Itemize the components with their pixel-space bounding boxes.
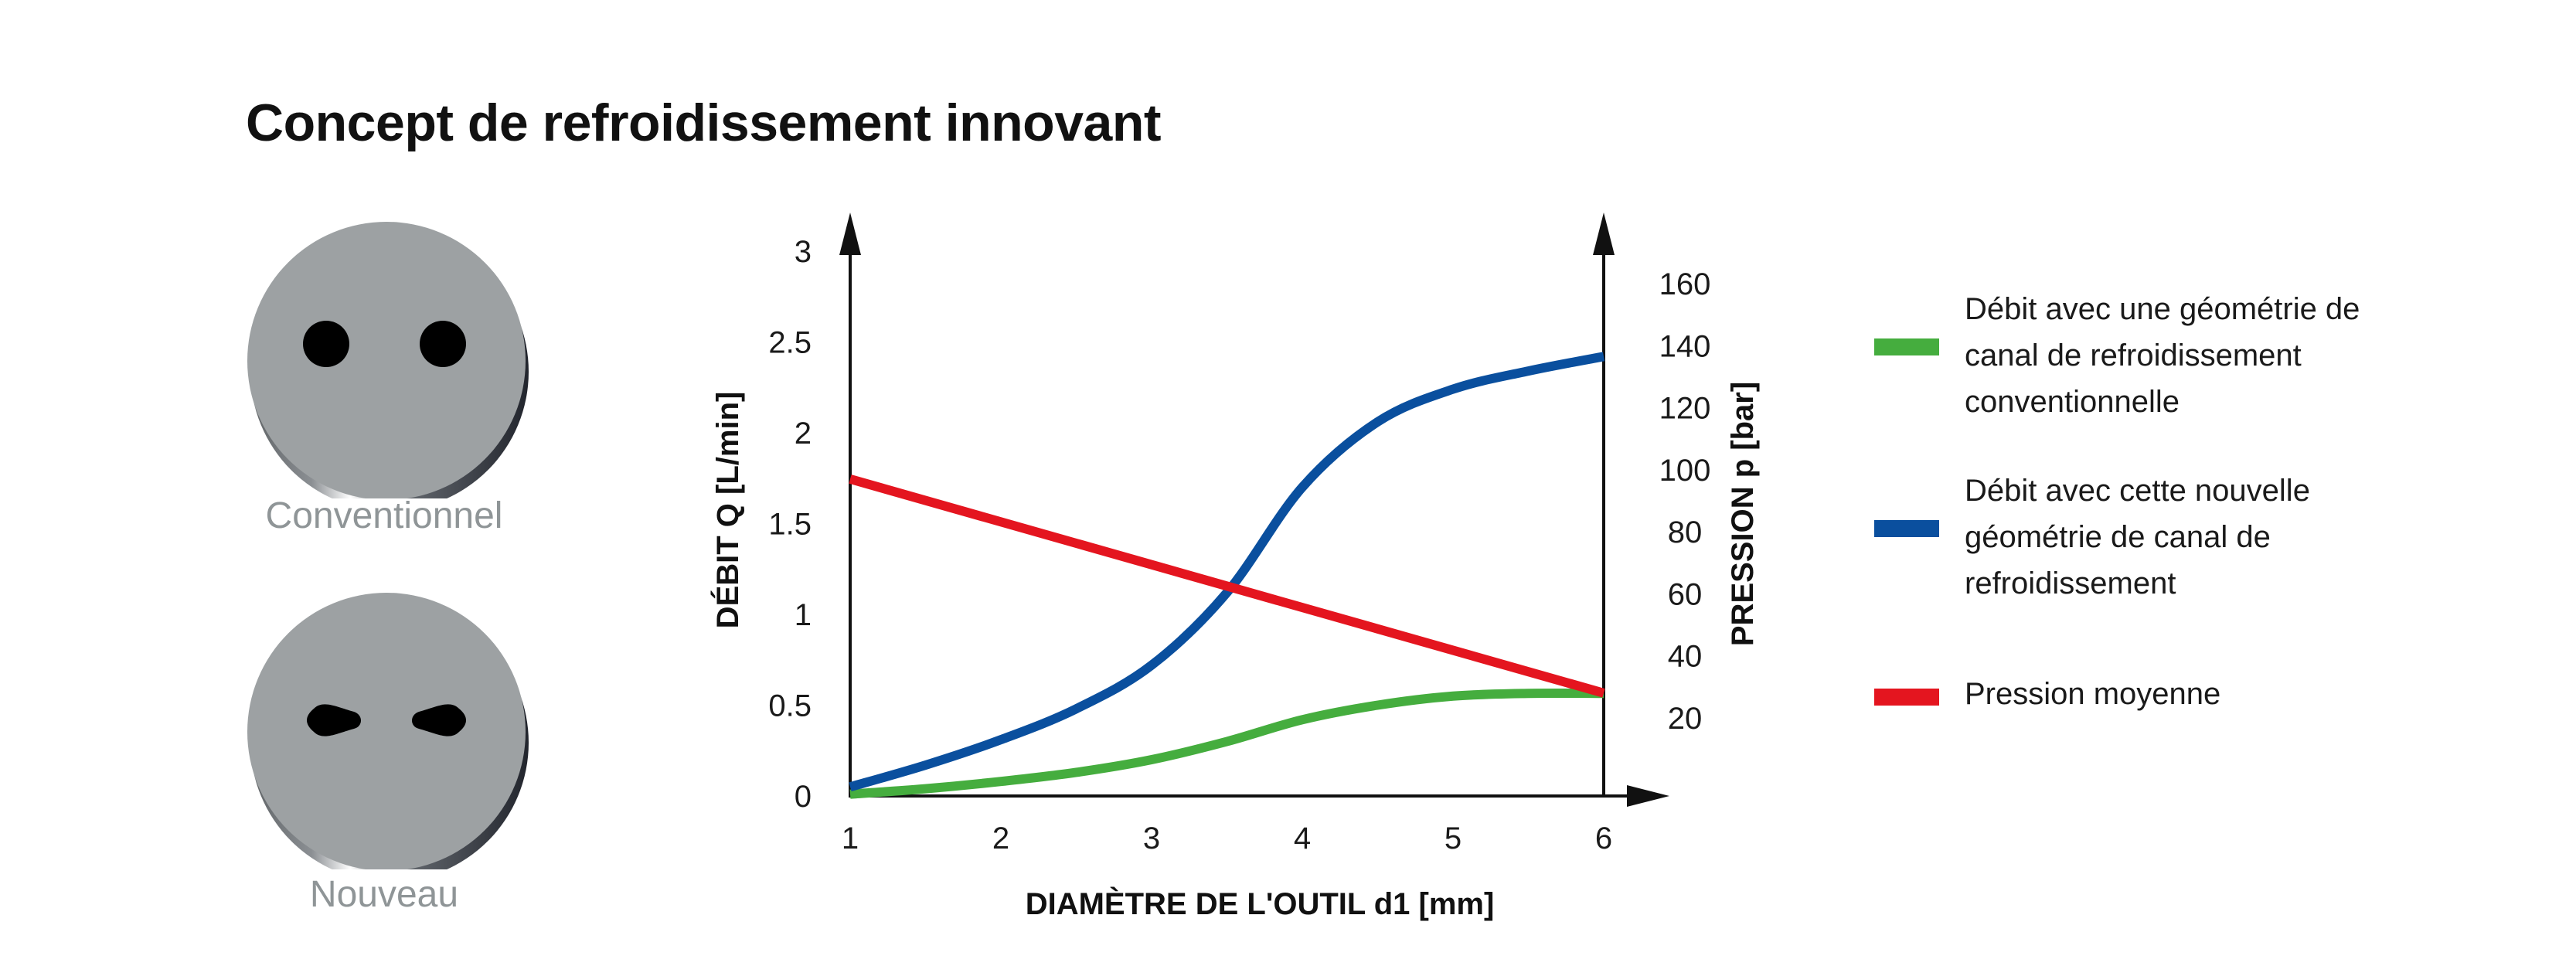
legend-swatch	[1874, 338, 1939, 355]
y-right-tick-label: 160	[1659, 267, 1711, 301]
y-left-tick-label: 1	[795, 598, 812, 632]
x-tick-label: 4	[1294, 821, 1311, 855]
x-axis-arrow	[1627, 785, 1669, 807]
page-title: Concept de refroidissement innovant	[246, 94, 1162, 152]
coolant-hole-left	[307, 704, 361, 736]
y-left-tick-label: 0.5	[768, 689, 812, 723]
conventional-label: Conventionnel	[265, 495, 503, 536]
y-right-tick-label: 120	[1659, 392, 1711, 426]
legend-swatch	[1874, 520, 1939, 537]
y-right-tick-label: 40	[1668, 640, 1703, 674]
y-right-tick-label: 100	[1659, 454, 1711, 488]
y-right-tick-label: 60	[1668, 577, 1703, 611]
x-tick-label: 3	[1143, 821, 1160, 855]
series-line-new-flow	[849, 352, 1605, 792]
legend-label: Débit avec cette nouvelle géométrie de c…	[1965, 474, 2310, 600]
coolant-hole-right	[412, 704, 466, 736]
y-right-tick-label: 20	[1668, 702, 1703, 736]
series-line-mean-pressure	[849, 474, 1605, 698]
legend-label: Pression moyenne	[1965, 677, 2221, 711]
new-coin-illustration	[247, 593, 529, 869]
y-left-tick-label: 0	[795, 780, 812, 814]
y-left-tick-label: 1.5	[768, 508, 812, 542]
y-axis-right-arrow	[1593, 213, 1615, 255]
legend-label: Débit avec une géométrie de canal de ref…	[1965, 292, 2360, 419]
y-axis-left-arrow	[839, 213, 861, 255]
x-tick-label: 6	[1595, 821, 1612, 855]
coin-face	[247, 222, 526, 498]
series-line-conventional-flow	[849, 688, 1604, 799]
y-left-tick-label: 2.5	[768, 326, 812, 360]
coolant-hole-right	[420, 321, 466, 367]
coin-face	[247, 593, 526, 869]
y-left-tick-label: 3	[795, 235, 812, 269]
x-tick-label: 1	[842, 821, 859, 855]
new-label: Nouveau	[309, 874, 459, 915]
coolant-hole-left	[303, 321, 349, 367]
x-tick-label: 2	[992, 821, 1009, 855]
y-axis-left-title: DÉBIT Q [L/min]	[710, 392, 745, 629]
conventional-coin-illustration	[247, 222, 529, 498]
x-axis-title: DIAMÈTRE DE L'OUTIL d1 [mm]	[1026, 886, 1495, 921]
x-tick-label: 5	[1445, 821, 1462, 855]
y-right-tick-label: 140	[1659, 329, 1711, 363]
y-axis-right-title: PRESSION p [bar]	[1726, 382, 1760, 646]
y-right-tick-label: 80	[1668, 515, 1703, 549]
y-left-tick-label: 2	[795, 417, 812, 451]
legend-swatch	[1874, 689, 1939, 706]
